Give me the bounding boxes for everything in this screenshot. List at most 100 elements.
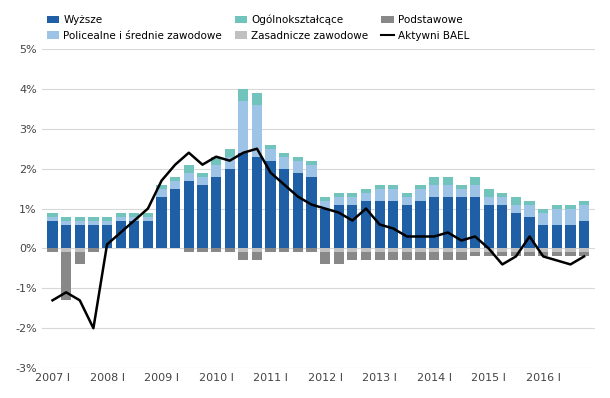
Bar <box>347 205 357 248</box>
Bar <box>239 153 248 248</box>
Bar <box>48 248 57 252</box>
Bar <box>211 165 221 177</box>
Bar <box>484 189 494 197</box>
Bar <box>198 173 207 177</box>
Bar <box>293 173 303 248</box>
Bar <box>511 213 521 248</box>
Bar <box>497 248 508 252</box>
Bar <box>211 157 221 165</box>
Bar <box>402 193 412 197</box>
Bar <box>470 177 480 185</box>
Bar <box>538 213 548 224</box>
Bar <box>538 252 548 256</box>
Bar <box>497 193 508 197</box>
Bar <box>115 220 126 248</box>
Bar <box>415 201 426 248</box>
Bar <box>565 224 576 248</box>
Bar <box>88 248 99 252</box>
Bar <box>361 201 371 248</box>
Bar <box>415 252 426 260</box>
Bar <box>470 252 480 256</box>
Bar <box>293 248 303 252</box>
Bar <box>306 177 317 248</box>
Bar <box>239 89 248 101</box>
Bar <box>565 252 576 256</box>
Bar <box>211 177 221 248</box>
Bar <box>279 248 289 252</box>
Bar <box>279 169 289 248</box>
Bar <box>265 248 276 252</box>
Bar <box>48 217 57 220</box>
Bar <box>402 252 412 260</box>
Bar <box>456 197 467 248</box>
Bar <box>361 193 371 201</box>
Bar <box>525 201 535 205</box>
Bar <box>129 213 140 217</box>
Bar <box>361 248 371 252</box>
Bar <box>361 252 371 260</box>
Bar <box>184 165 194 173</box>
Bar <box>525 217 535 248</box>
Bar <box>402 197 412 205</box>
Bar <box>184 173 194 181</box>
Bar <box>198 248 207 252</box>
Bar <box>74 252 85 264</box>
Bar <box>334 205 344 248</box>
Legend: Wyższe, Policealne i średnie zawodowe, Ogólnokształcące, Zasadnicze zawodowe, Po: Wyższe, Policealne i średnie zawodowe, O… <box>47 15 469 41</box>
Bar <box>429 197 439 248</box>
Bar <box>74 224 85 248</box>
Bar <box>320 201 330 209</box>
Bar <box>551 224 562 248</box>
Bar <box>565 248 576 252</box>
Bar <box>551 209 562 224</box>
Bar <box>156 197 167 248</box>
Bar <box>61 252 71 300</box>
Bar <box>198 177 207 185</box>
Bar <box>497 252 508 256</box>
Bar <box>551 205 562 209</box>
Bar <box>429 248 439 252</box>
Bar <box>388 189 398 201</box>
Bar <box>402 205 412 248</box>
Bar <box>579 205 589 220</box>
Bar <box>429 252 439 260</box>
Bar <box>265 161 276 248</box>
Bar <box>61 224 71 248</box>
Bar <box>61 220 71 224</box>
Bar <box>361 189 371 193</box>
Bar <box>456 248 467 252</box>
Bar <box>525 252 535 256</box>
Bar <box>415 189 426 201</box>
Bar <box>347 248 357 252</box>
Bar <box>88 220 99 224</box>
Bar <box>525 248 535 252</box>
Bar <box>252 105 262 157</box>
Bar <box>334 252 344 264</box>
Bar <box>129 217 140 220</box>
Bar <box>470 197 480 248</box>
Bar <box>252 248 262 252</box>
Bar <box>429 185 439 197</box>
Bar <box>538 248 548 252</box>
Bar <box>415 185 426 189</box>
Bar <box>88 224 99 248</box>
Bar <box>184 248 194 252</box>
Bar <box>252 157 262 248</box>
Bar <box>511 205 521 213</box>
Bar <box>102 224 112 248</box>
Bar <box>74 220 85 224</box>
Bar <box>334 248 344 252</box>
Bar <box>102 217 112 220</box>
Bar <box>48 220 57 248</box>
Bar <box>239 248 248 252</box>
Bar <box>484 252 494 256</box>
Bar <box>443 248 453 252</box>
Bar <box>402 248 412 252</box>
Bar <box>252 252 262 260</box>
Bar <box>456 185 467 189</box>
Bar <box>239 252 248 260</box>
Bar <box>48 213 57 217</box>
Bar <box>170 189 181 248</box>
Bar <box>538 224 548 248</box>
Bar <box>61 248 71 252</box>
